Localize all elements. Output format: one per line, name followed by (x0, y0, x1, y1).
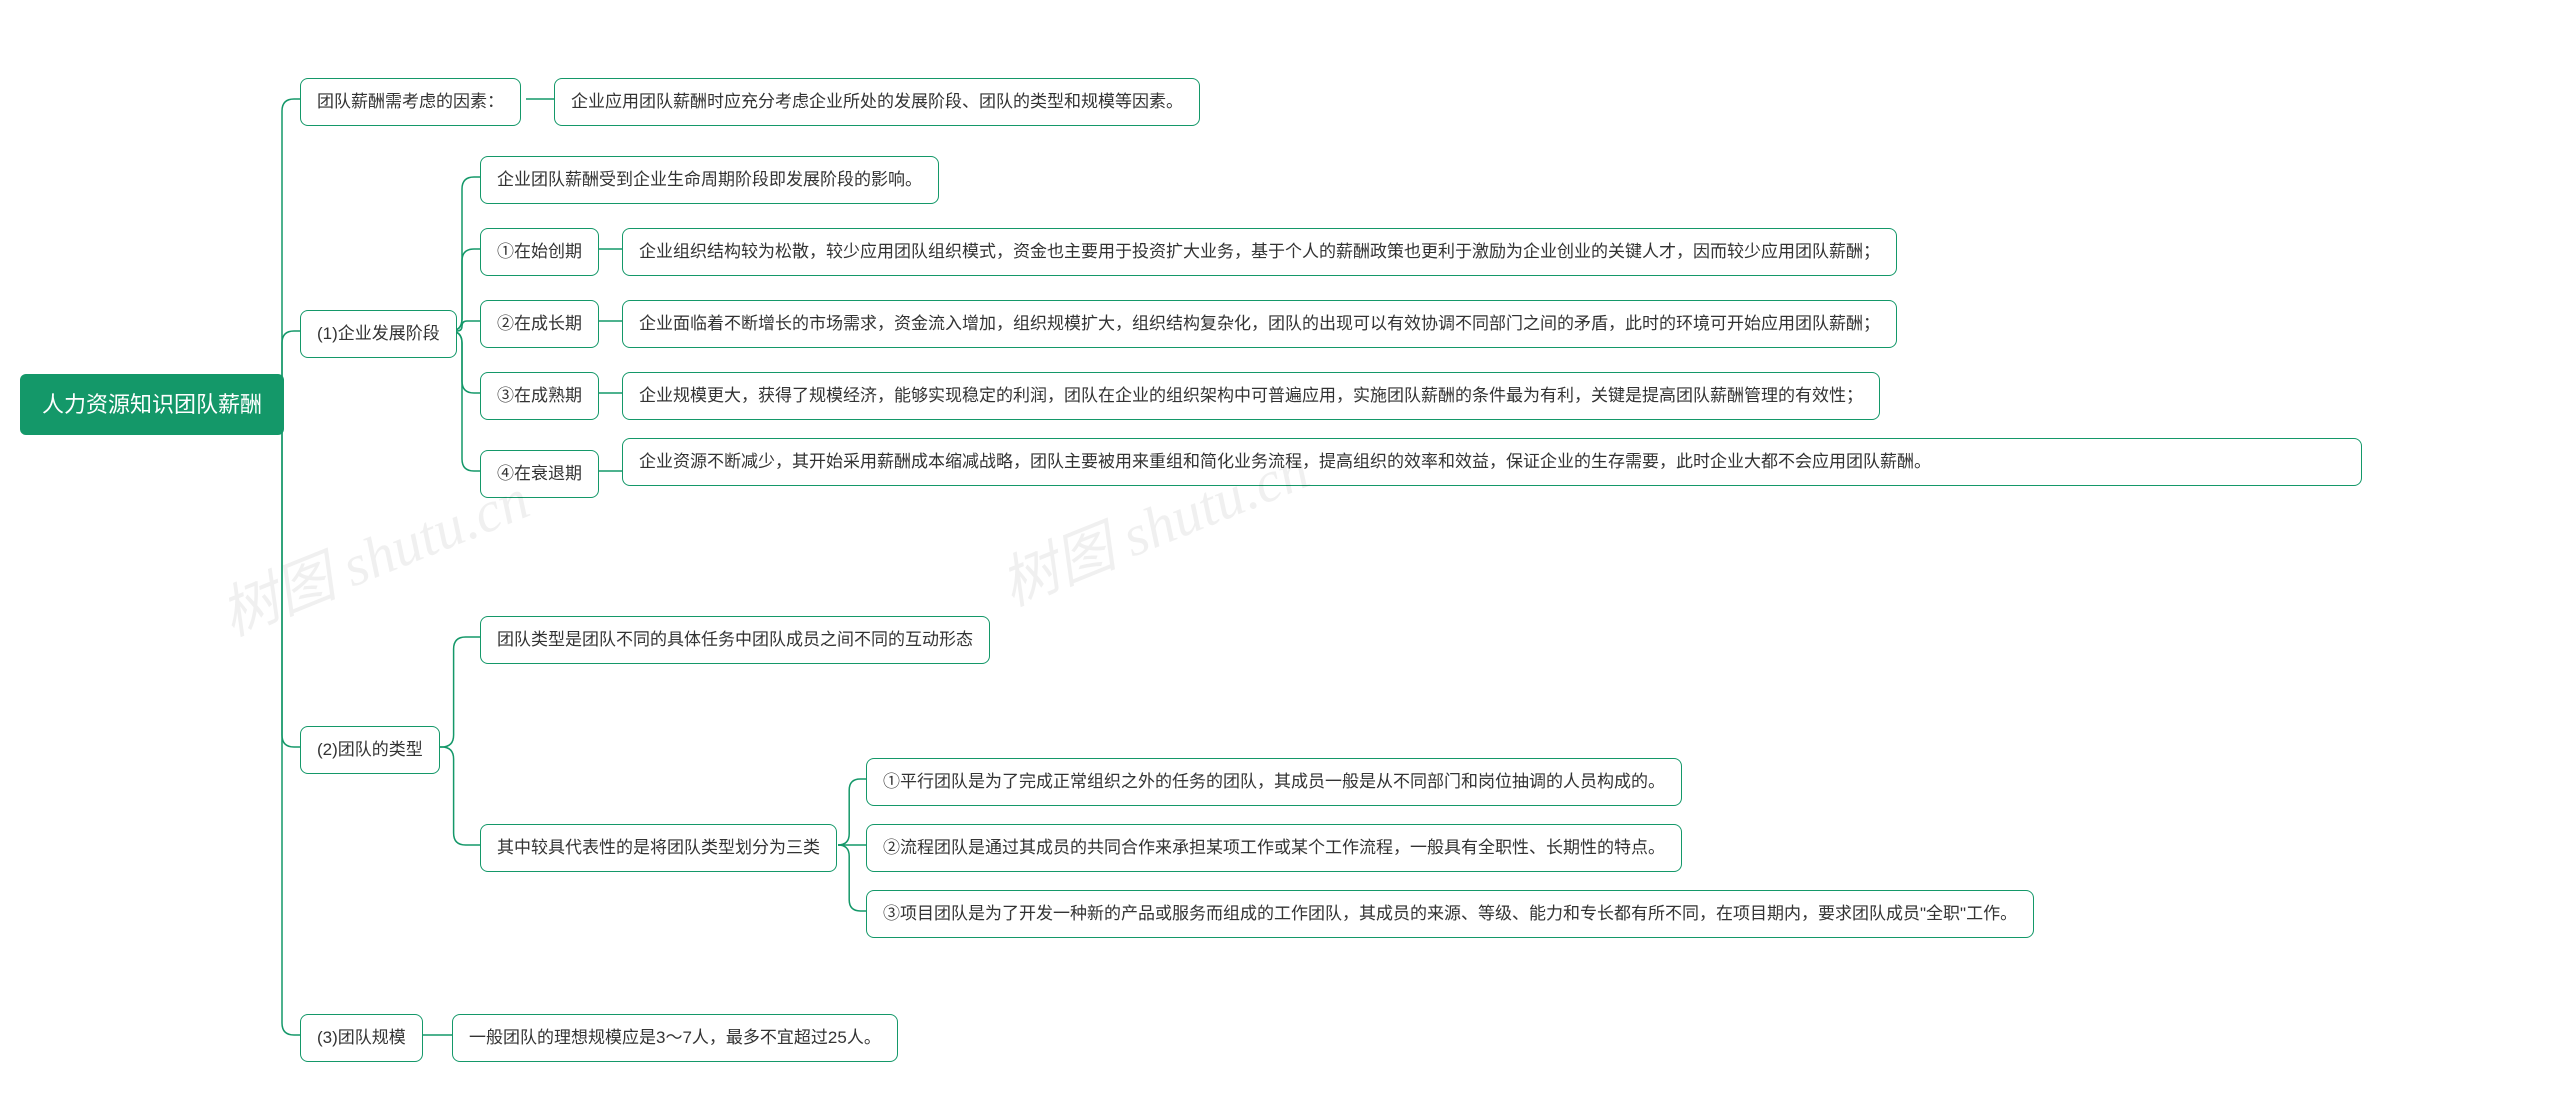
connector (838, 845, 866, 911)
connector (270, 99, 300, 398)
connector (450, 177, 480, 331)
node-stage[interactable]: (1)企业发展阶段 (300, 310, 457, 358)
node-stage_2[interactable]: ②在成长期 (480, 300, 599, 348)
node-scale_d[interactable]: 一般团队的理想规模应是3～7人，最多不宜超过25人。 (452, 1014, 898, 1062)
node-scale[interactable]: (3)团队规模 (300, 1014, 423, 1062)
node-stage_intro[interactable]: 企业团队薪酬受到企业生命周期阶段即发展阶段的影响。 (480, 156, 939, 204)
node-type_three[interactable]: 其中较具代表性的是将团队类型划分为三类 (480, 824, 837, 872)
connector-layer (0, 0, 2560, 1119)
node-type_intro[interactable]: 团队类型是团队不同的具体任务中团队成员之间不同的互动形态 (480, 616, 990, 664)
node-type_three_2[interactable]: ②流程团队是通过其成员的共同合作来承担某项工作或某个工作流程，一般具有全职性、长… (866, 824, 1682, 872)
node-factors[interactable]: 团队薪酬需考虑的因素： (300, 78, 521, 126)
connector (436, 747, 480, 845)
connector (270, 398, 300, 747)
node-type_three_3[interactable]: ③项目团队是为了开发一种新的产品或服务而组成的工作团队，其成员的来源、等级、能力… (866, 890, 2034, 938)
node-stage_2_d[interactable]: 企业面临着不断增长的市场需求，资金流入增加，组织规模扩大，组织结构复杂化，团队的… (622, 300, 1897, 348)
node-stage_3_d[interactable]: 企业规模更大，获得了规模经济，能够实现稳定的利润，团队在企业的组织架构中可普遍应… (622, 372, 1880, 420)
node-factors_detail[interactable]: 企业应用团队薪酬时应充分考虑企业所处的发展阶段、团队的类型和规模等因素。 (554, 78, 1200, 126)
node-stage_1_d[interactable]: 企业组织结构较为松散，较少应用团队组织模式，资金也主要用于投资扩大业务，基于个人… (622, 228, 1897, 276)
node-type_three_1[interactable]: ①平行团队是为了完成正常组织之外的任务的团队，其成员一般是从不同部门和岗位抽调的… (866, 758, 1682, 806)
node-stage_3[interactable]: ③在成熟期 (480, 372, 599, 420)
node-root[interactable]: 人力资源知识团队薪酬 (20, 374, 284, 435)
node-stage_1[interactable]: ①在始创期 (480, 228, 599, 276)
mindmap-canvas: 人力资源知识团队薪酬 团队薪酬需考虑的因素： 企业应用团队薪酬时应充分考虑企业所处的… (0, 0, 2560, 1119)
connector (436, 637, 480, 747)
connector (838, 779, 866, 845)
connector (270, 398, 300, 1035)
node-stage_4_d[interactable]: 企业资源不断减少，其开始采用薪酬成本缩减战略，团队主要被用来重组和简化业务流程，… (622, 438, 2362, 486)
node-type[interactable]: (2)团队的类型 (300, 726, 440, 774)
node-stage_4[interactable]: ④在衰退期 (480, 450, 599, 498)
